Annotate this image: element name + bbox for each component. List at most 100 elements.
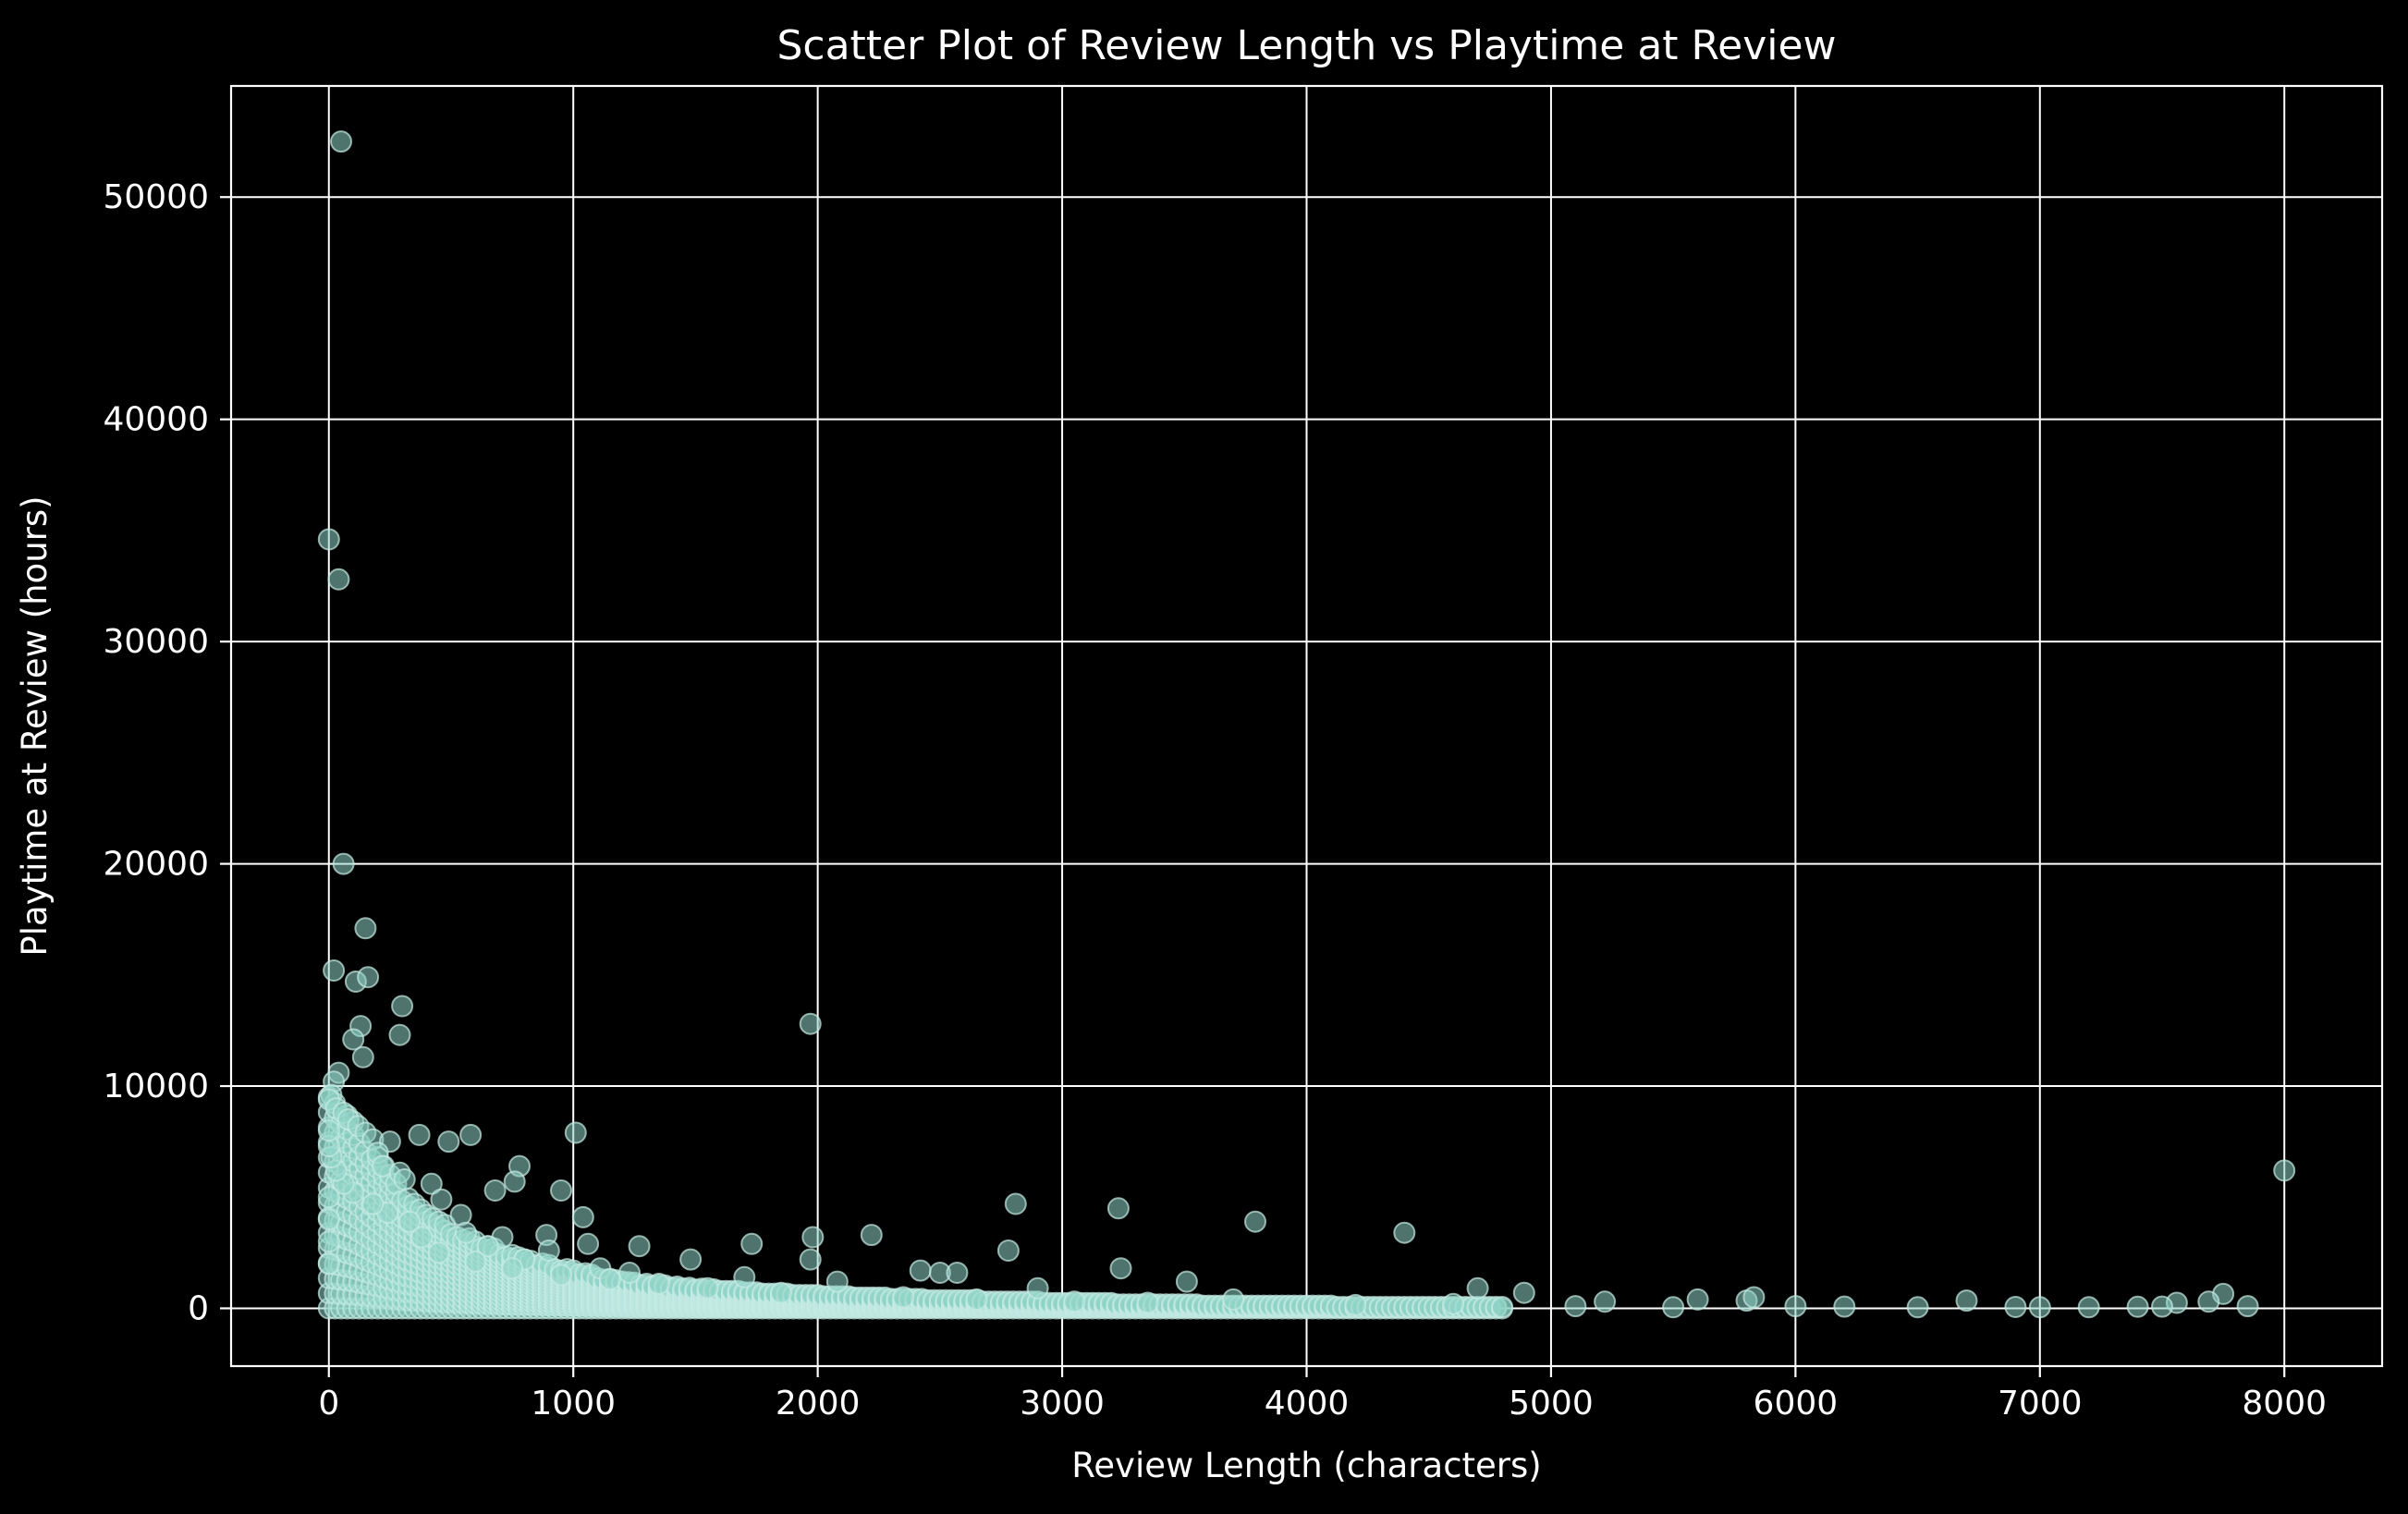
data-point	[550, 1179, 572, 1202]
data-points	[317, 130, 2296, 1320]
x-tick-label: 7000	[1998, 1385, 2083, 1422]
data-point	[388, 1023, 411, 1046]
data-point	[577, 1232, 600, 1255]
data-point	[801, 1226, 825, 1249]
data-point	[342, 1028, 365, 1051]
data-point	[317, 1230, 340, 1253]
data-point	[2077, 1296, 2100, 1319]
data-point	[996, 1239, 1020, 1262]
x-tick-label: 3000	[1020, 1385, 1105, 1422]
data-point	[1833, 1295, 1856, 1318]
data-point	[317, 528, 340, 551]
data-point	[398, 1210, 421, 1233]
data-point	[1564, 1295, 1587, 1318]
x-tick-label: 0	[318, 1385, 339, 1422]
data-point	[459, 1123, 483, 1146]
data-point	[501, 1257, 524, 1280]
data-point	[1063, 1290, 1086, 1313]
y-tick-labels: 0 10000 20000 30000 40000 50000	[103, 178, 209, 1327]
data-point	[679, 1248, 703, 1271]
x-tick-label: 2000	[776, 1385, 861, 1422]
data-point	[1004, 1192, 1027, 1215]
data-point	[1175, 1270, 1198, 1293]
data-point	[1686, 1288, 1709, 1311]
data-point	[483, 1179, 507, 1202]
y-axis-label: Playtime at Review (hours)	[15, 495, 55, 956]
data-point	[1244, 1210, 1266, 1233]
data-point	[696, 1276, 719, 1300]
data-point	[430, 1188, 453, 1211]
data-point	[733, 1265, 756, 1288]
x-axis-label: Review Length (characters)	[1071, 1446, 1541, 1485]
data-point	[571, 1205, 594, 1228]
data-point	[965, 1288, 988, 1311]
y-tick-label: 0	[188, 1289, 209, 1327]
data-point	[647, 1273, 670, 1295]
data-point	[1466, 1276, 1489, 1300]
data-point	[1442, 1292, 1465, 1315]
data-point	[464, 1251, 487, 1273]
data-point	[1662, 1296, 1685, 1319]
data-point	[825, 1270, 849, 1293]
x-tick-labels: 0 1000 2000 3000 4000 5000 6000 7000 8000	[318, 1385, 2327, 1422]
y-tick-label: 50000	[103, 178, 209, 216]
data-point	[1026, 1276, 1049, 1300]
data-point	[598, 1268, 621, 1291]
data-point	[1106, 1197, 1130, 1220]
data-point	[564, 1121, 587, 1144]
data-point	[327, 568, 350, 591]
data-point	[1109, 1257, 1132, 1280]
data-point	[537, 1239, 560, 1262]
data-point	[317, 1252, 340, 1276]
data-point	[410, 1226, 434, 1249]
data-point	[628, 1235, 651, 1258]
data-point	[317, 1186, 340, 1209]
data-point	[1222, 1288, 1245, 1311]
data-point	[946, 1262, 969, 1284]
data-point	[909, 1259, 932, 1282]
data-point	[332, 852, 355, 875]
data-point	[503, 1170, 526, 1193]
data-point	[2151, 1295, 2173, 1318]
data-point	[323, 959, 346, 982]
tick-marks	[220, 196, 2286, 1377]
data-point	[317, 1208, 340, 1231]
x-tick-label: 1000	[531, 1385, 616, 1422]
data-point	[351, 1045, 374, 1068]
data-point	[317, 1119, 340, 1142]
data-point	[408, 1123, 431, 1146]
data-point	[618, 1262, 641, 1284]
data-point	[330, 130, 352, 153]
data-point	[2236, 1295, 2259, 1318]
data-point	[1344, 1293, 1367, 1316]
y-tick-label: 40000	[103, 401, 209, 439]
data-point	[1742, 1286, 1766, 1309]
data-point	[1784, 1295, 1807, 1318]
data-point	[361, 1192, 385, 1215]
data-point	[393, 1168, 416, 1190]
data-point	[770, 1281, 792, 1304]
data-point	[354, 917, 377, 940]
data-point	[799, 1248, 822, 1271]
chart-title: Scatter Plot of Review Length vs Playtim…	[776, 22, 1836, 69]
x-tick-label: 6000	[1754, 1385, 1839, 1422]
data-point	[2126, 1295, 2149, 1318]
data-point	[550, 1264, 572, 1287]
x-tick-label: 8000	[2242, 1385, 2327, 1422]
data-point	[892, 1286, 915, 1309]
data-point	[2197, 1290, 2220, 1313]
data-point	[740, 1232, 764, 1255]
data-point	[1491, 1296, 1513, 1318]
data-point	[1512, 1281, 1535, 1304]
data-point	[2004, 1296, 2027, 1318]
data-point	[357, 966, 380, 989]
data-point	[1136, 1291, 1159, 1314]
data-point	[2028, 1296, 2051, 1319]
data-point	[391, 995, 414, 1018]
data-point	[1906, 1296, 1929, 1319]
data-point	[2273, 1159, 2296, 1182]
data-point	[860, 1224, 883, 1247]
data-point	[1955, 1289, 1978, 1313]
data-point	[1393, 1221, 1416, 1244]
